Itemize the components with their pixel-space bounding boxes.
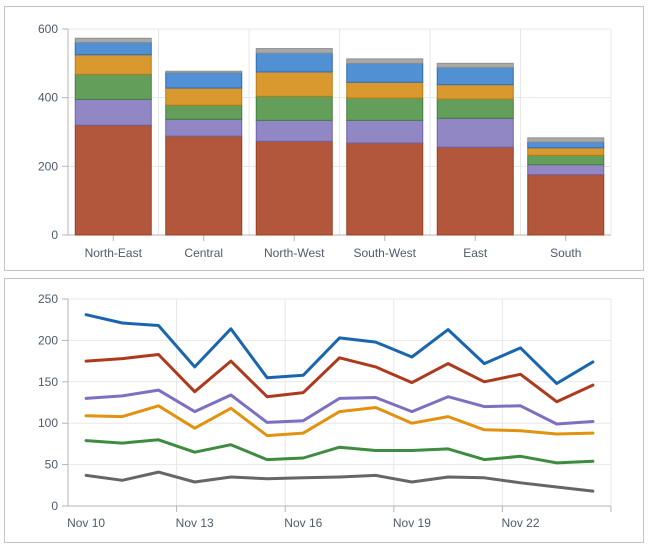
bar-segment-orange[interactable]	[165, 87, 243, 106]
x-axis-category-label: South-West	[354, 246, 417, 260]
bar-segment-green[interactable]	[436, 98, 514, 119]
y-axis-tick-label: 50	[45, 458, 59, 472]
bar-segment-orange[interactable]	[255, 71, 333, 97]
bar-segment-rust[interactable]	[346, 142, 424, 236]
x-axis-tick-label: Nov 13	[176, 516, 214, 530]
bar-segment-rust[interactable]	[436, 146, 514, 236]
bar-segment-blue[interactable]	[165, 72, 243, 89]
line-chart[interactable]: 0 50 100 150 200 250 Nov 10 Nov 13 Nov 16 Nov 19 N…	[5, 279, 643, 542]
bar-segment-orange[interactable]	[74, 54, 152, 75]
bar-segment-purple[interactable]	[527, 164, 605, 176]
bar-segment-blue[interactable]	[255, 52, 333, 73]
bar-segment-blue[interactable]	[346, 62, 424, 83]
bar-segment-rust[interactable]	[527, 174, 605, 236]
y-axis-tick-label: 100	[38, 416, 58, 430]
bar-segment-gray[interactable]	[346, 58, 424, 64]
y-axis-tick-label: 200	[38, 333, 58, 347]
bar-segment-gray[interactable]	[165, 70, 243, 74]
line-series-green[interactable]	[84, 438, 595, 465]
y-axis-tick-label: 150	[38, 375, 58, 389]
y-axis-tick-label: 600	[38, 22, 58, 36]
bar-segment-gray[interactable]	[74, 37, 152, 43]
x-axis-tick-label: Nov 22	[501, 516, 539, 530]
bar-segment-purple[interactable]	[436, 117, 514, 148]
y-axis-tick-label: 250	[38, 292, 58, 306]
x-axis-category-label: North-East	[85, 246, 143, 260]
bar-segment-orange[interactable]	[436, 84, 514, 100]
bar-segment-purple[interactable]	[165, 118, 243, 137]
bar-segment-purple[interactable]	[74, 98, 152, 126]
y-axis-tick-label: 200	[38, 159, 58, 173]
bar-segment-rust[interactable]	[165, 135, 243, 236]
bar-segment-blue[interactable]	[74, 41, 152, 56]
x-axis-tick-label: Nov 16	[284, 516, 322, 530]
bar-segment-orange[interactable]	[346, 81, 424, 99]
x-axis-category-label: North-West	[264, 246, 325, 260]
bar-segment-gray[interactable]	[255, 48, 333, 54]
stacked-bar-chart[interactable]: 0 200 400 600 North-East Central North-West Sou…	[5, 7, 643, 270]
bar-segment-purple[interactable]	[255, 119, 333, 142]
bar-segment-green[interactable]	[74, 73, 152, 100]
line-series-orange[interactable]	[84, 404, 595, 438]
line-series-red[interactable]	[84, 353, 595, 404]
bar-segment-green[interactable]	[346, 97, 424, 121]
bar-segment-blue[interactable]	[527, 141, 605, 149]
bar-segment-orange[interactable]	[527, 147, 605, 156]
bar-segment-rust[interactable]	[255, 140, 333, 236]
x-axis-category-label: South	[550, 246, 581, 260]
x-axis-category-label: East	[463, 246, 488, 260]
stacked-bar-chart-panel: 0 200 400 600 North-East Central North-West Sou…	[4, 6, 644, 271]
y-axis-tick-label: 400	[38, 91, 58, 105]
bar-segment-green[interactable]	[527, 154, 605, 166]
line-series-gray[interactable]	[84, 470, 595, 493]
x-axis-tick-label: Nov 19	[393, 516, 431, 530]
bar-segment-blue[interactable]	[436, 66, 514, 86]
bar-segment-green[interactable]	[165, 104, 243, 120]
bar-segment-rust[interactable]	[74, 124, 152, 236]
line-chart-panel: 0 50 100 150 200 250 Nov 10 Nov 13 Nov 16 Nov 19 N…	[4, 278, 644, 543]
line-series-blue[interactable]	[84, 313, 595, 385]
line-series-purple[interactable]	[84, 388, 595, 426]
bar-segment-green[interactable]	[255, 95, 333, 121]
bar-segment-gray[interactable]	[436, 62, 514, 68]
bar-segment-purple[interactable]	[346, 119, 424, 144]
x-axis-tick-label: Nov 10	[67, 516, 105, 530]
x-axis-category-label: Central	[184, 246, 223, 260]
y-axis-tick-label: 0	[51, 499, 58, 513]
bar-segment-gray[interactable]	[527, 137, 605, 143]
y-axis-tick-label: 0	[51, 228, 58, 242]
